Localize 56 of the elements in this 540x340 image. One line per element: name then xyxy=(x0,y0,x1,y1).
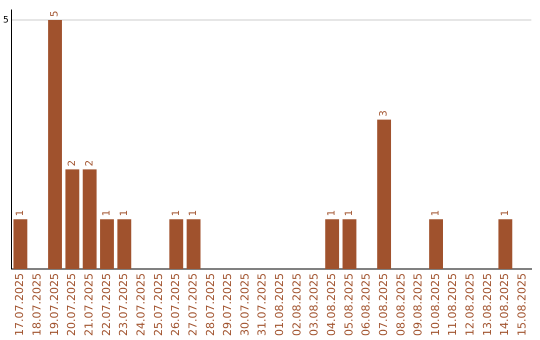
bar xyxy=(13,219,28,270)
bar xyxy=(48,20,62,270)
data-label: 1 xyxy=(430,210,442,216)
x-tick-label: 01.08.2025 xyxy=(273,273,286,336)
x-tick-label: 18.07.2025 xyxy=(30,273,44,336)
data-label: 1 xyxy=(14,210,26,216)
x-tick-label: 24.07.2025 xyxy=(134,273,148,336)
bar xyxy=(169,219,184,270)
x-tick-label: 02.08.2025 xyxy=(290,273,304,336)
x-tick-label: 30.07.2025 xyxy=(238,273,252,336)
x-tick-label: 22.07.2025 xyxy=(100,273,113,336)
x-tick-label: 21.07.2025 xyxy=(82,273,96,336)
bar xyxy=(377,120,392,270)
data-label: 1 xyxy=(500,210,511,216)
x-tick-label: 26.07.2025 xyxy=(169,273,182,336)
data-label: 1 xyxy=(344,210,356,216)
x-tick-label: 14.08.2025 xyxy=(498,273,512,336)
x-tick-label: 05.08.2025 xyxy=(342,273,356,336)
bar xyxy=(325,219,340,270)
x-tick-label: 04.08.2025 xyxy=(325,273,338,336)
x-tick-label: 27.07.2025 xyxy=(186,273,200,336)
x-tick-label: 31.07.2025 xyxy=(256,273,269,336)
x-tick-label: 03.08.2025 xyxy=(308,273,321,336)
data-label: 2 xyxy=(66,160,78,166)
x-tick-label: 06.08.2025 xyxy=(360,273,373,336)
x-tick-label: 11.08.2025 xyxy=(446,273,460,336)
data-label: 5 xyxy=(50,10,61,17)
bar xyxy=(117,219,132,270)
bar xyxy=(498,219,512,270)
data-label: 1 xyxy=(326,210,338,216)
x-tick-label: 29.07.2025 xyxy=(221,273,234,336)
x-tick-label: 25.07.2025 xyxy=(152,273,165,336)
bar xyxy=(100,219,114,270)
x-tick-label: 20.07.2025 xyxy=(65,273,78,336)
bar xyxy=(82,169,97,270)
data-label: 3 xyxy=(378,110,390,117)
bar xyxy=(342,219,356,270)
x-tick-label: 09.08.2025 xyxy=(412,273,425,336)
x-tick-label: 15.08.2025 xyxy=(516,273,529,336)
data-label: 2 xyxy=(84,160,96,166)
x-tick-label: 19.07.2025 xyxy=(48,273,61,336)
x-tick-label: 13.08.2025 xyxy=(480,273,494,336)
data-label: 1 xyxy=(102,210,113,216)
x-tick-label: 07.08.2025 xyxy=(376,273,390,336)
bar xyxy=(429,219,443,270)
data-label: 1 xyxy=(170,210,182,216)
bar xyxy=(186,219,201,270)
data-label: 1 xyxy=(188,210,200,216)
data-label: 1 xyxy=(118,210,130,216)
x-tick-label: 17.07.2025 xyxy=(13,273,26,336)
x-tick-label: 08.08.2025 xyxy=(394,273,408,336)
bar xyxy=(65,169,80,270)
x-tick-label: 23.07.2025 xyxy=(117,273,130,336)
x-tick-label: 28.07.2025 xyxy=(204,273,217,336)
x-tick-label: 12.08.2025 xyxy=(464,273,477,336)
x-tick-label: 10.08.2025 xyxy=(428,273,442,336)
